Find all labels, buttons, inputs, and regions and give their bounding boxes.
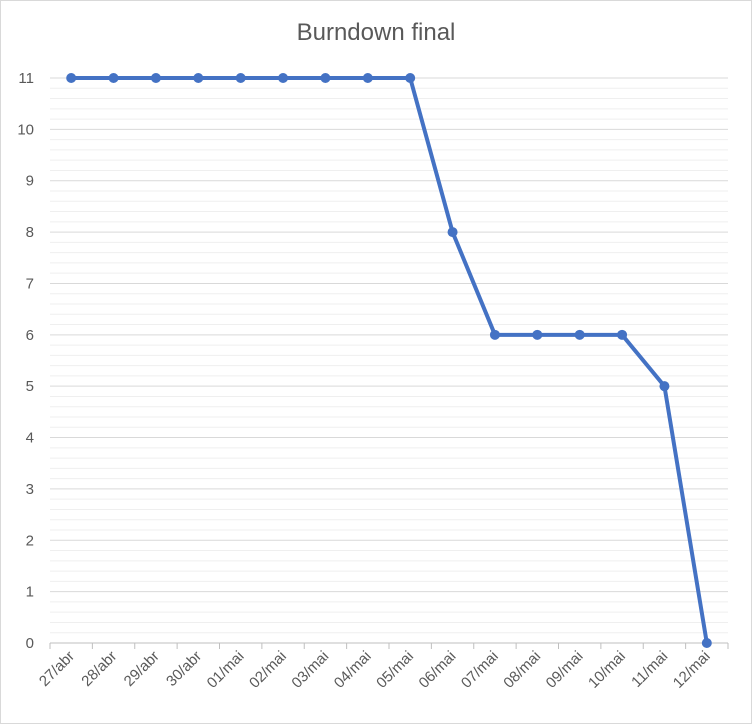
- y-tick-label: 6: [26, 327, 34, 344]
- data-point: [447, 227, 458, 238]
- data-point: [235, 73, 246, 83]
- x-tick-label: 04/mai: [331, 648, 375, 692]
- x-tick-label: 06/mai: [416, 648, 460, 692]
- data-point: [701, 638, 712, 648]
- y-tick-label: 8: [26, 224, 34, 241]
- x-tick-label: 12/mai: [670, 648, 714, 692]
- x-tick-label: 29/abr: [121, 648, 163, 690]
- axes: [49, 642, 729, 649]
- y-tick-label: 11: [18, 70, 34, 87]
- x-tick-label: 01/mai: [204, 648, 248, 692]
- x-tick-label: 28/abr: [78, 648, 120, 690]
- data-point: [66, 73, 77, 83]
- y-tick-label: 7: [26, 275, 34, 292]
- y-tick-label: 9: [26, 173, 34, 190]
- y-tick-label: 4: [26, 430, 34, 447]
- data-point: [150, 73, 161, 83]
- x-axis-ticks: 27/abr 28/abr 29/abr 30/abr01/mai02/mai03/m…: [36, 648, 714, 692]
- x-tick-label: 03/mai: [288, 648, 332, 692]
- data-point: [362, 73, 373, 83]
- x-tick-label: 30/abr: [163, 648, 205, 690]
- y-tick-label: 5: [26, 378, 34, 395]
- y-tick-label: 1: [26, 584, 34, 601]
- x-tick-label: 02/mai: [246, 648, 290, 692]
- data-point: [278, 73, 289, 83]
- y-axis-ticks: 0 1 2 3 4 5 6 7 8 9 10 11: [17, 70, 34, 652]
- y-tick-label: 2: [26, 532, 34, 549]
- x-tick-label: 27/abr: [36, 648, 78, 690]
- data-point: [193, 73, 204, 83]
- x-tick-label: 08/mai: [500, 648, 544, 692]
- data-point: [108, 73, 119, 83]
- series-group: [66, 73, 712, 648]
- data-point: [574, 329, 585, 340]
- y-tick-label: 10: [17, 121, 34, 138]
- chart-title: Burndown final: [296, 19, 456, 46]
- x-tick-label: 05/mai: [373, 648, 417, 692]
- y-tick-label: 0: [26, 635, 34, 652]
- x-tick-label: 09/mai: [543, 648, 587, 692]
- y-tick-label: 3: [26, 481, 34, 498]
- data-point: [617, 329, 628, 340]
- x-tick-label: 10/mai: [585, 648, 629, 692]
- x-tick-label: 07/mai: [458, 648, 502, 692]
- data-point: [489, 329, 500, 340]
- x-tick-label: 11/mai: [628, 648, 671, 691]
- data-point: [659, 381, 670, 392]
- gridlines: [50, 77, 728, 644]
- data-point: [532, 329, 543, 340]
- data-point: [405, 73, 416, 83]
- series-line: [69, 76, 709, 645]
- data-point: [320, 73, 331, 83]
